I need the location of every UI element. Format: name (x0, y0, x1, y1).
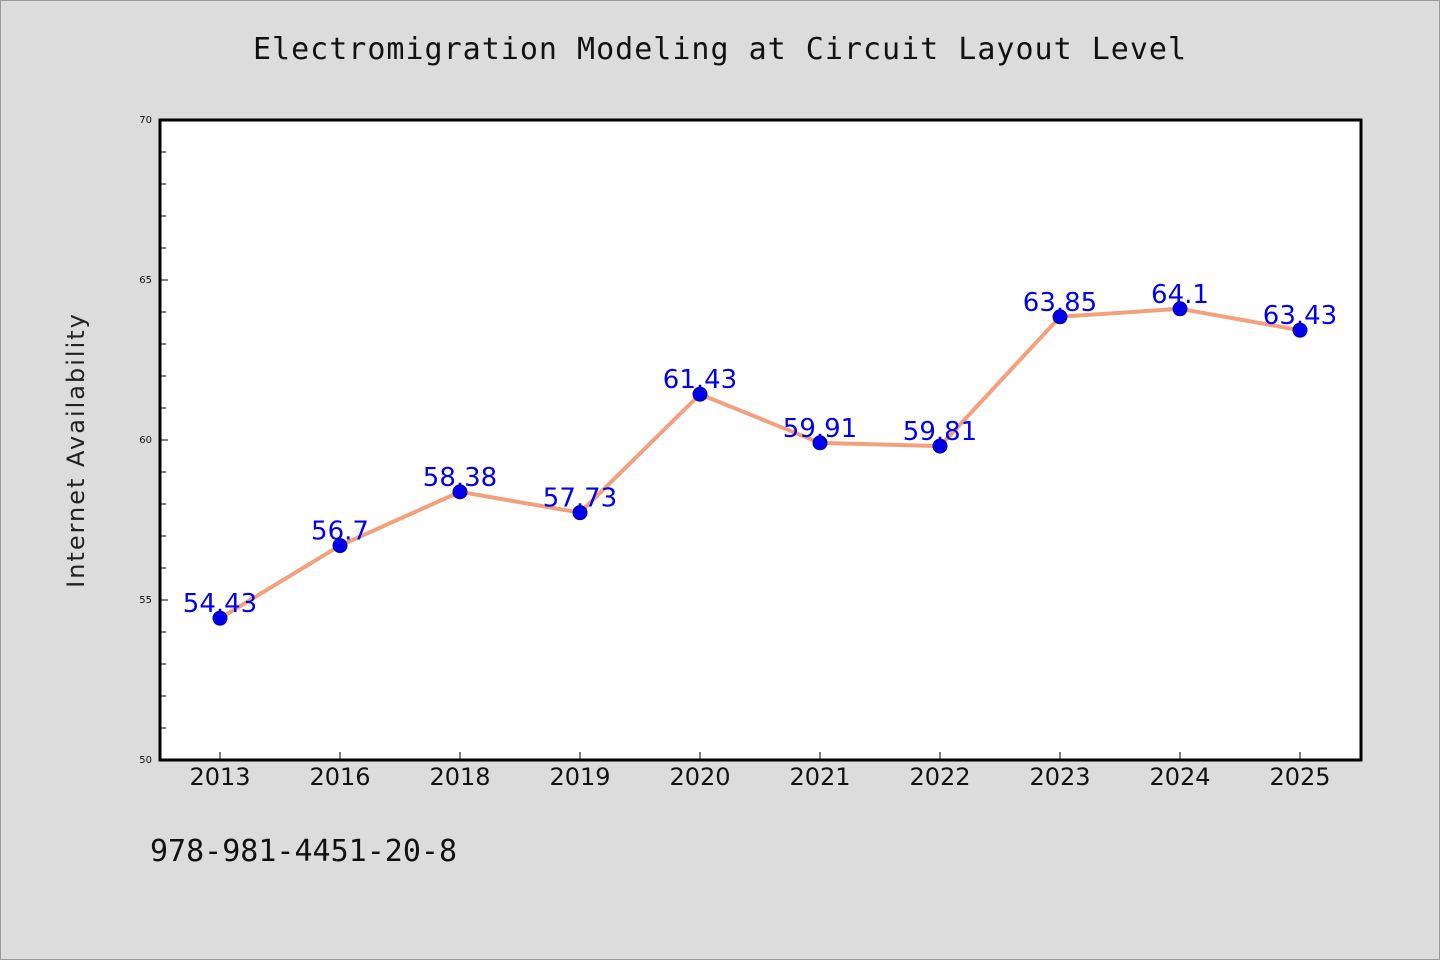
x-tick-label: 2016 (309, 763, 370, 791)
y-tick-label: 65 (139, 275, 152, 286)
data-label: 58.38 (423, 463, 497, 493)
data-point-marker (452, 484, 468, 500)
data-point-marker (572, 505, 588, 521)
data-label: 63.43 (1263, 301, 1337, 331)
x-tick-label: 2024 (1149, 763, 1210, 791)
data-point-marker (1292, 322, 1308, 338)
series-line (218, 306, 1302, 621)
data-label: 57.73 (543, 484, 617, 514)
data-point-marker (212, 610, 228, 626)
data-label: 54.43 (183, 589, 257, 619)
data-markers (212, 301, 1308, 626)
data-point-marker (332, 538, 348, 554)
x-tick-label: 2025 (1269, 763, 1330, 791)
y-tick-label: 50 (139, 755, 152, 766)
data-label: 61.43 (663, 365, 737, 395)
x-tick-label: 2018 (429, 763, 490, 791)
chart-title: Electromigration Modeling at Circuit Lay… (252, 32, 1187, 67)
x-tick-label: 2013 (189, 763, 250, 791)
x-tick-label: 2023 (1029, 763, 1090, 791)
x-tick-label: 2020 (669, 763, 730, 791)
data-point-marker (932, 438, 948, 454)
data-point-marker (1172, 301, 1188, 317)
y-tick-label: 70 (139, 115, 152, 126)
y-tick-label: 55 (139, 595, 152, 606)
data-label: 64.1 (1151, 280, 1209, 310)
x-tick-label: 2021 (789, 763, 850, 791)
x-tick-label: 2022 (909, 763, 970, 791)
data-label: 56.7 (311, 517, 369, 547)
data-point-marker (812, 435, 828, 451)
x-axis-ticks: 2013 2016 2018 2019 2020 2021 2022 2023 2024 2025 (189, 752, 1331, 791)
data-label: 63.85 (1023, 288, 1097, 318)
data-labels: 54.43 56.7 58.38 57.73 61.43 59.91 59.81 63.85 6… (183, 280, 1337, 619)
data-label: 59.81 (903, 417, 977, 447)
data-label: 59.91 (783, 414, 857, 444)
data-point-marker (1052, 309, 1068, 325)
data-point-marker (692, 386, 708, 402)
plot-area (160, 120, 1361, 760)
x-tick-label: 2019 (549, 763, 610, 791)
isbn-text: 978-981-4451-20-8 (150, 834, 458, 869)
y-tick-label: 60 (139, 435, 152, 446)
plot-border (158, 118, 1363, 762)
